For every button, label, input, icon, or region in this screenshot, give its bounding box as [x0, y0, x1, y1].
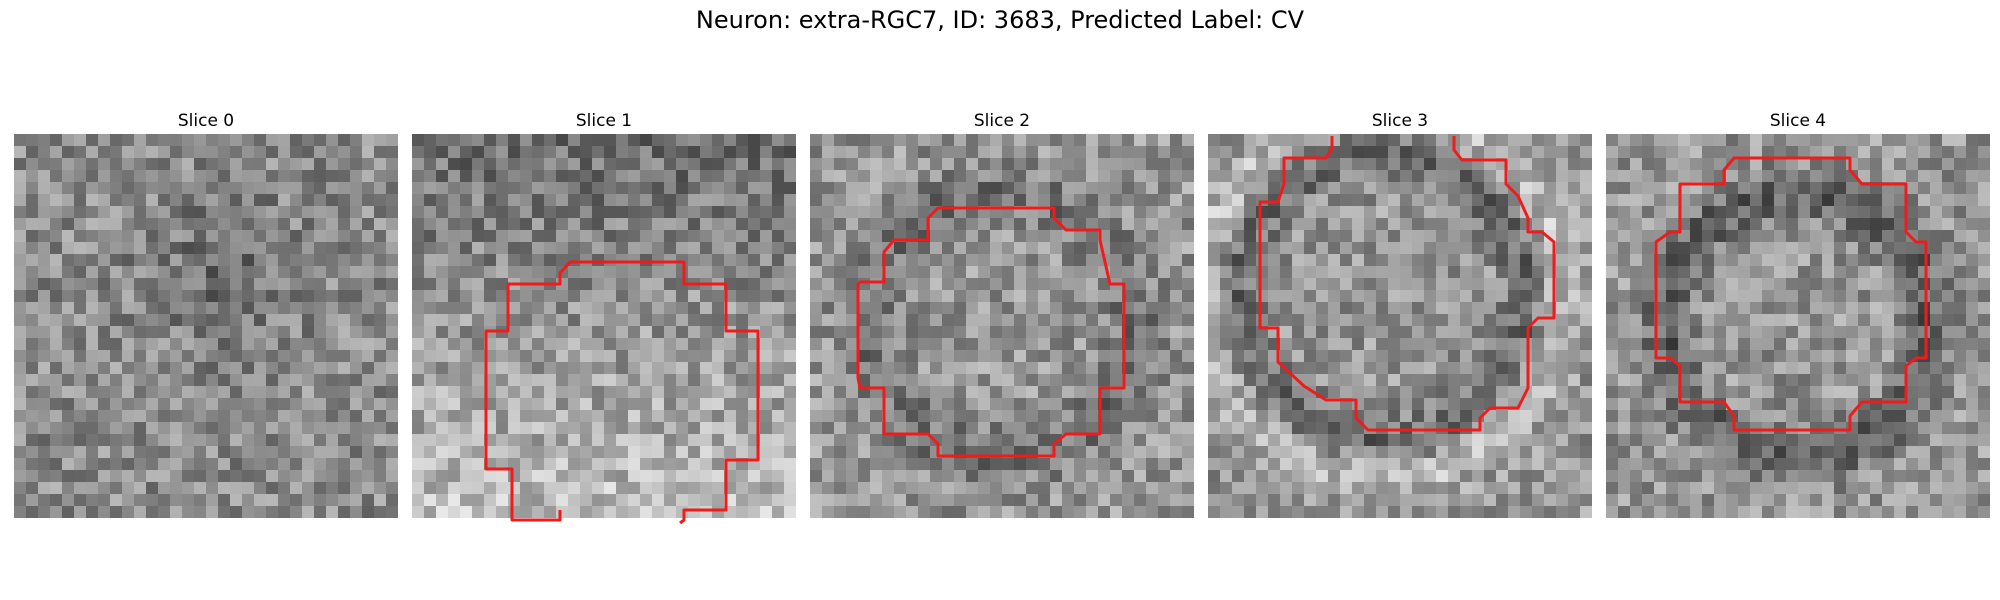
slice-2-contour — [856, 206, 1126, 458]
slice-0-title: Slice 0 — [177, 111, 235, 131]
slice-2-image — [810, 134, 1194, 518]
slice-0-image — [14, 134, 398, 518]
slice-3-title: Slice 3 — [1371, 111, 1429, 131]
slice-1-title: Slice 1 — [575, 111, 633, 131]
slice-panel-3: Slice 3 — [1208, 110, 1592, 518]
figure-title: Neuron: extra-RGC7, ID: 3683, Predicted … — [695, 6, 1305, 34]
slice-1-image — [412, 134, 796, 518]
slice-1-contour — [484, 260, 760, 525]
slice-4-contour — [1654, 156, 1928, 432]
slice-panel-2: Slice 2 — [810, 110, 1194, 518]
slice-panel-0: Slice 0 — [14, 110, 398, 518]
slice-panel-1: Slice 1 — [412, 110, 796, 525]
slice-2-title: Slice 2 — [973, 111, 1031, 131]
slice-3-contour — [1258, 136, 1556, 432]
slice-panel-4: Slice 4 — [1606, 110, 1990, 518]
slice-4-title: Slice 4 — [1769, 111, 1827, 131]
